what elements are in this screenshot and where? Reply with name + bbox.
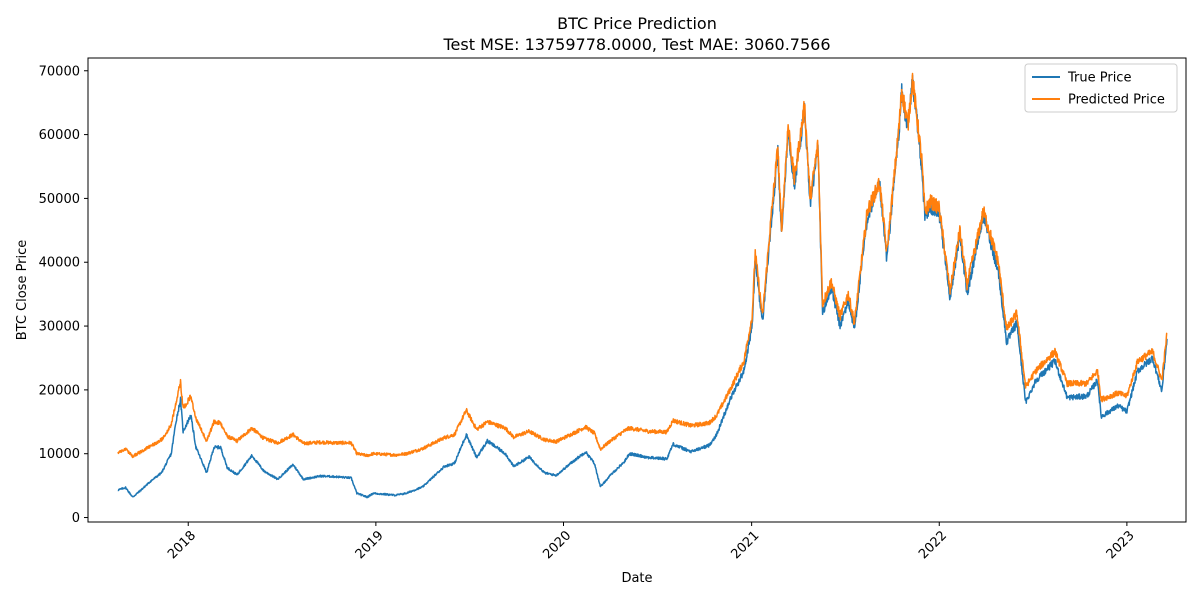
x-tick-label: 2020 [540, 528, 574, 562]
series-group [117, 72, 1168, 499]
y-tick-label: 50000 [39, 192, 80, 207]
chart-title: BTC Price Prediction [557, 14, 717, 33]
y-tick-label: 40000 [39, 256, 80, 271]
y-tick-label: 60000 [39, 128, 80, 143]
x-tick-label: 2021 [728, 528, 762, 562]
y-axis-label: BTC Close Price [15, 240, 30, 341]
y-tick-label: 20000 [39, 383, 80, 398]
legend-label: True Price [1067, 71, 1131, 86]
legend-label: Predicted Price [1068, 93, 1165, 108]
legend: True Price Predicted Price [1024, 63, 1178, 113]
title-group: BTC Price Prediction Test MSE: 13759778.… [442, 14, 830, 54]
x-tick-label: 2019 [353, 528, 387, 562]
y-tick-label: 70000 [39, 64, 80, 79]
series-line-predicted-price [117, 72, 1168, 459]
plot-frame [87, 57, 1187, 523]
x-tick-label: 2022 [916, 528, 950, 562]
x-tick-label: 2018 [165, 528, 199, 562]
x-tick-label: 2023 [1104, 528, 1138, 562]
series-line-true-price [117, 74, 1168, 499]
legend-box [1024, 63, 1178, 113]
y-tick-label: 10000 [39, 447, 80, 462]
chart-subtitle: Test MSE: 13759778.0000, Test MAE: 3060.… [442, 35, 830, 54]
y-tick-label: 30000 [39, 320, 80, 335]
x-axis-label: Date [621, 571, 652, 586]
y-tick-label: 0 [72, 511, 80, 526]
axes-group: 0 10000 20000 30000 40000 50000 60000 70000 2018… [39, 57, 1187, 562]
